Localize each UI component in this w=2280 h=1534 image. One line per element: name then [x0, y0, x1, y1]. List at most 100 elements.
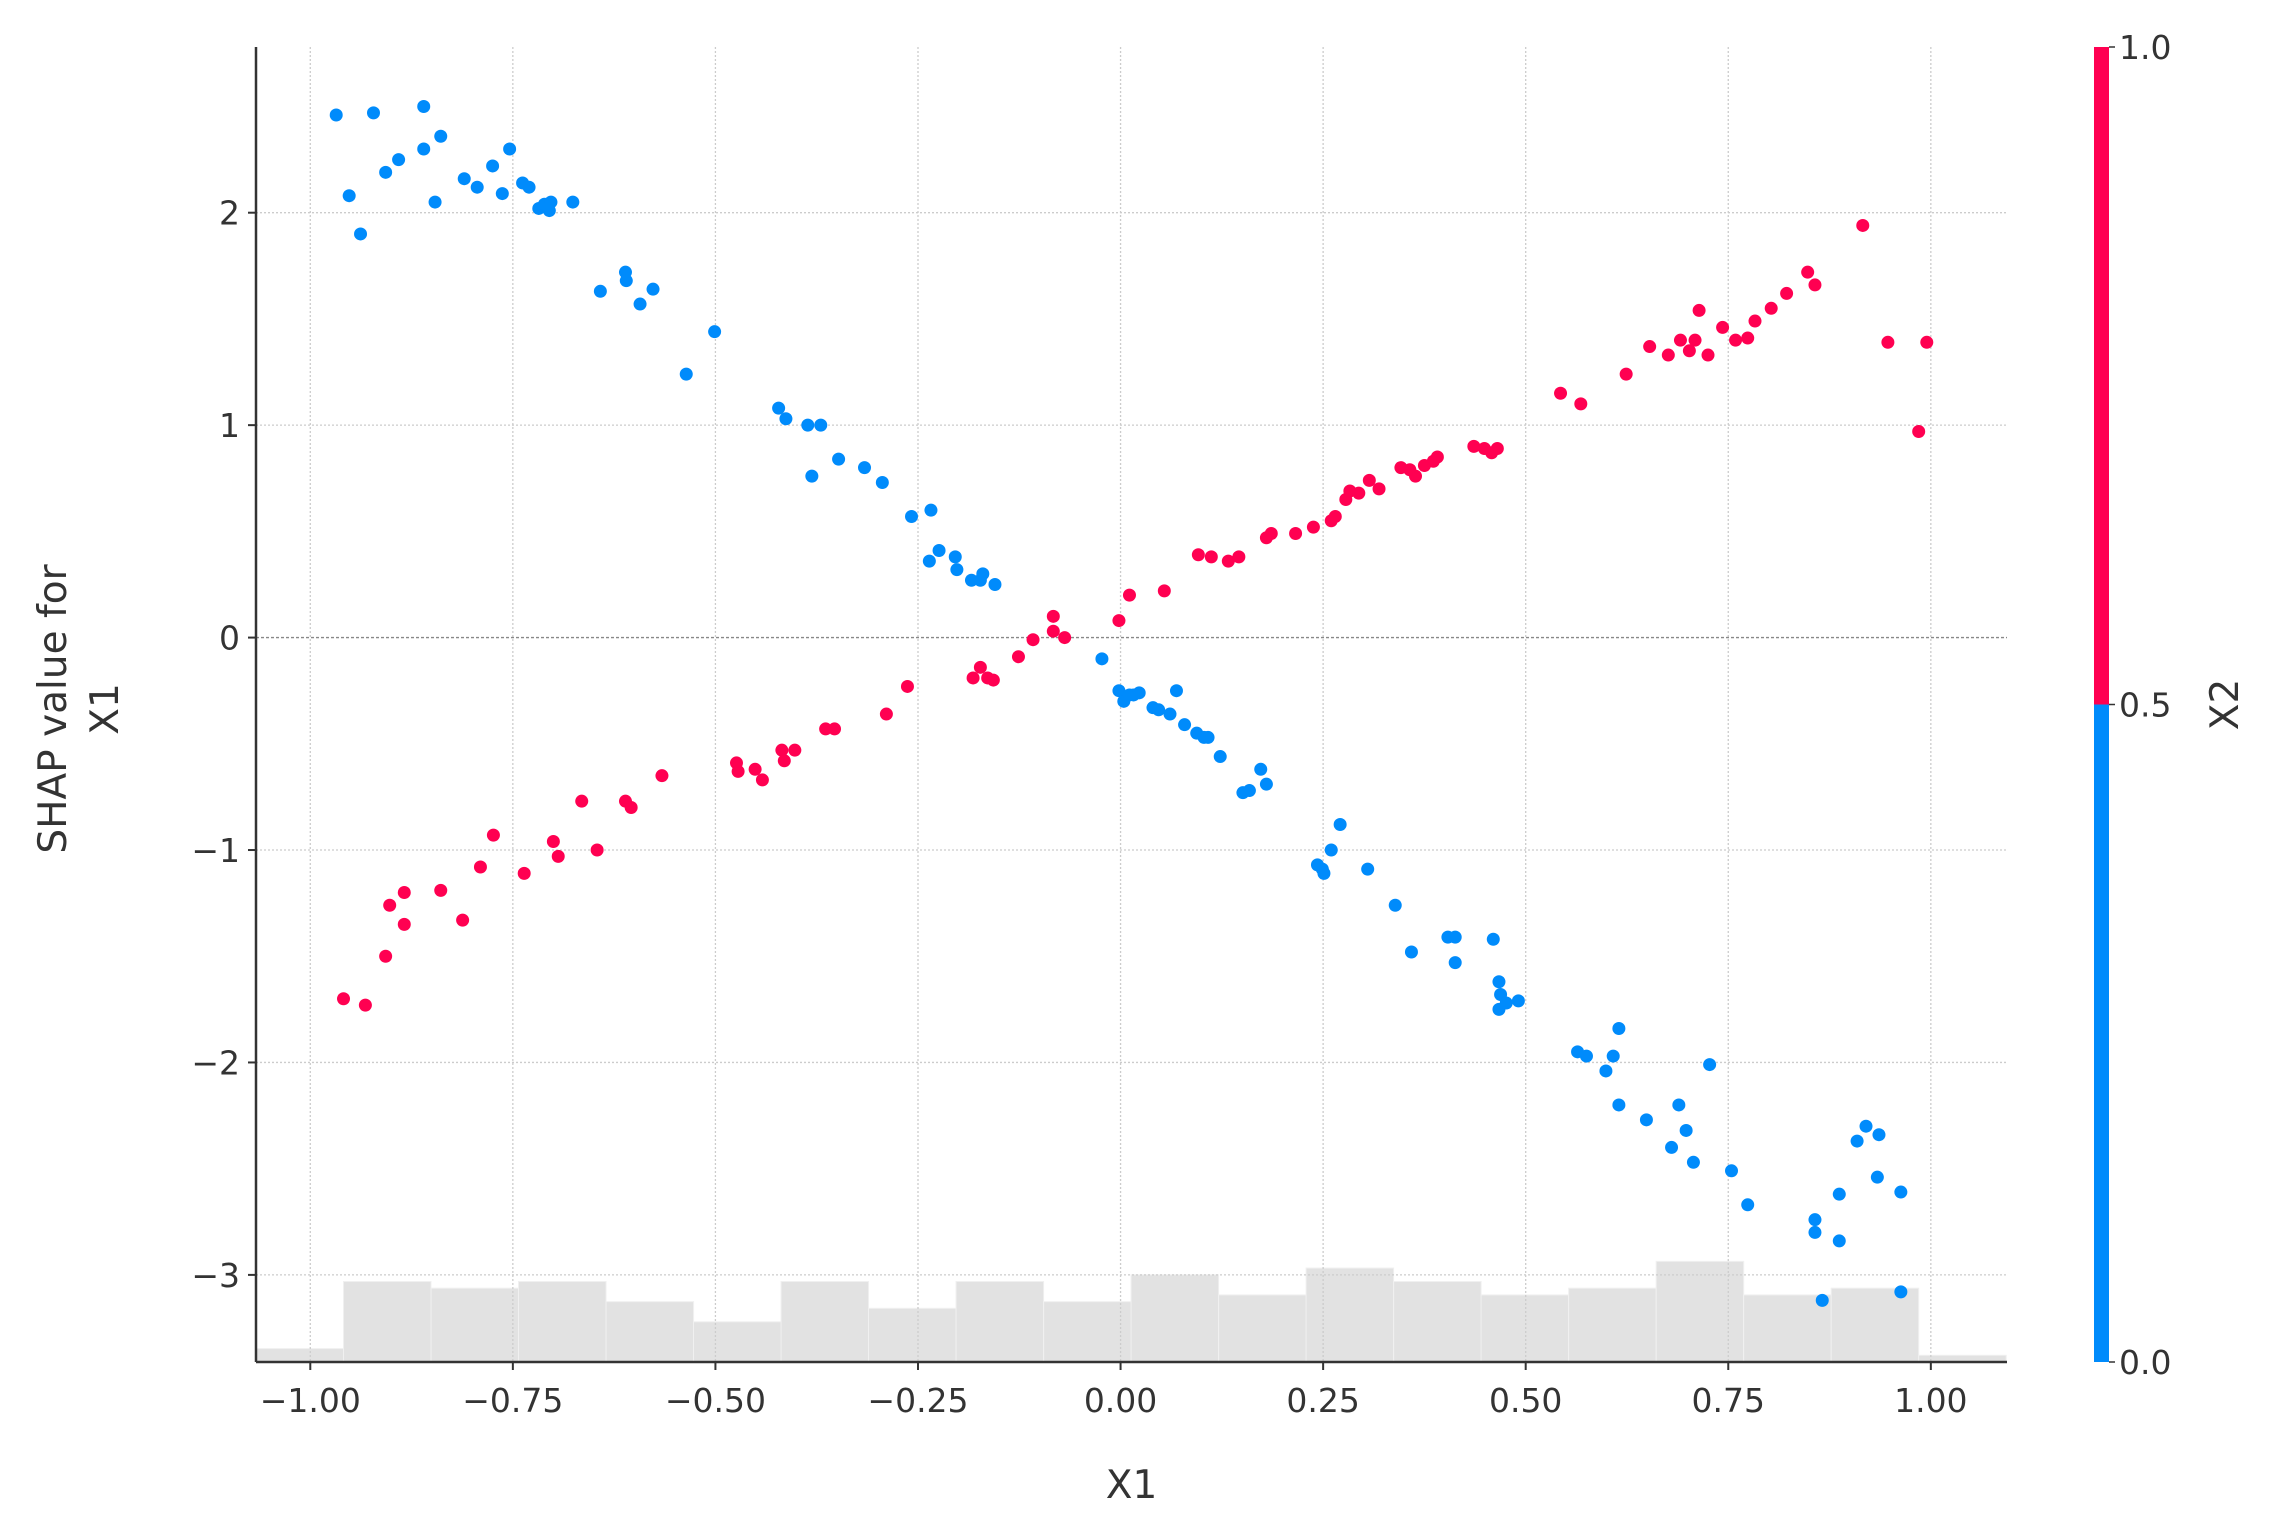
- point: [1026, 633, 1040, 647]
- histogram-bar: [1655, 1260, 1745, 1363]
- point: [1703, 1058, 1717, 1072]
- y-tick-label: 0: [219, 619, 240, 658]
- point: [590, 843, 604, 857]
- point: [1448, 956, 1462, 970]
- histogram-bar: [343, 1280, 432, 1363]
- point: [542, 204, 556, 218]
- point: [755, 773, 769, 787]
- histogram-bar: [780, 1280, 870, 1363]
- histogram-bar: [1830, 1287, 1920, 1363]
- point: [1317, 866, 1331, 880]
- point: [1328, 509, 1342, 523]
- point: [1388, 898, 1402, 912]
- point: [551, 849, 565, 863]
- point: [397, 917, 411, 931]
- point: [1688, 333, 1702, 347]
- point: [1808, 1213, 1822, 1227]
- point: [748, 762, 762, 776]
- point: [1881, 335, 1895, 349]
- point: [1748, 314, 1762, 328]
- point: [1612, 1098, 1626, 1112]
- point: [1682, 344, 1696, 358]
- point: [905, 509, 919, 523]
- histogram-bar: [255, 1348, 345, 1363]
- point: [1333, 818, 1347, 832]
- point: [988, 577, 1002, 591]
- point: [1780, 286, 1794, 300]
- point: [417, 99, 431, 113]
- histogram-bar: [1218, 1294, 1307, 1363]
- point: [900, 679, 914, 693]
- colorbar-label: X2: [2203, 679, 2248, 731]
- point: [922, 554, 936, 568]
- point: [1201, 730, 1215, 744]
- point: [1132, 686, 1146, 700]
- point: [828, 722, 842, 736]
- point: [986, 673, 1000, 687]
- point: [1639, 1113, 1653, 1127]
- point: [342, 189, 356, 203]
- histogram-bar: [1568, 1287, 1657, 1363]
- histogram-bar: [1305, 1267, 1395, 1363]
- point: [379, 949, 393, 963]
- point: [1306, 520, 1320, 534]
- point: [1178, 718, 1192, 732]
- y-tick-label: −1: [191, 831, 240, 870]
- point: [1574, 397, 1588, 411]
- y-tick-label: −2: [191, 1043, 240, 1082]
- point: [456, 913, 470, 927]
- point: [1242, 784, 1256, 798]
- point: [655, 769, 669, 783]
- point: [379, 165, 393, 179]
- point: [805, 469, 819, 483]
- point: [973, 660, 987, 674]
- point: [1467, 439, 1481, 453]
- point: [1259, 777, 1273, 791]
- point: [1095, 652, 1109, 666]
- histogram-bar: [1480, 1294, 1570, 1363]
- point: [731, 764, 745, 778]
- x-axis-label: X1: [1106, 1463, 1158, 1508]
- point: [1808, 1225, 1822, 1239]
- point: [1430, 450, 1444, 464]
- point: [1643, 340, 1657, 354]
- point: [1492, 975, 1506, 989]
- point: [1661, 348, 1675, 362]
- point: [1352, 486, 1366, 500]
- point: [397, 886, 411, 900]
- x-tick-label: 1.00: [1894, 1381, 1967, 1420]
- point: [1725, 1164, 1739, 1178]
- histogram-bar: [1743, 1294, 1832, 1363]
- point: [801, 418, 815, 432]
- point: [1157, 584, 1171, 598]
- point: [619, 274, 633, 288]
- histogram-bar: [605, 1301, 695, 1363]
- point: [1169, 684, 1183, 698]
- point: [1511, 994, 1525, 1008]
- point: [1801, 265, 1815, 279]
- point: [417, 142, 431, 156]
- point: [1448, 930, 1462, 944]
- point: [932, 543, 946, 557]
- x-tick-label: 0.00: [1084, 1381, 1157, 1420]
- x-tick-label: −0.75: [462, 1381, 563, 1420]
- point: [1112, 614, 1126, 628]
- point: [1152, 703, 1166, 717]
- point: [566, 195, 580, 209]
- x-tick-label: 0.75: [1692, 1381, 1765, 1420]
- point: [814, 418, 828, 432]
- point: [779, 412, 793, 426]
- point: [1729, 333, 1743, 347]
- point: [1599, 1064, 1613, 1078]
- point: [383, 898, 397, 912]
- point: [879, 707, 893, 721]
- point: [1815, 1293, 1829, 1307]
- y-axis-label-line: X1: [83, 683, 128, 735]
- x-tick-label: 0.50: [1489, 1381, 1562, 1420]
- point: [457, 172, 471, 186]
- x-tick-label: −0.25: [867, 1381, 968, 1420]
- colorbar-segment: [2094, 704, 2109, 1362]
- point: [1716, 320, 1730, 334]
